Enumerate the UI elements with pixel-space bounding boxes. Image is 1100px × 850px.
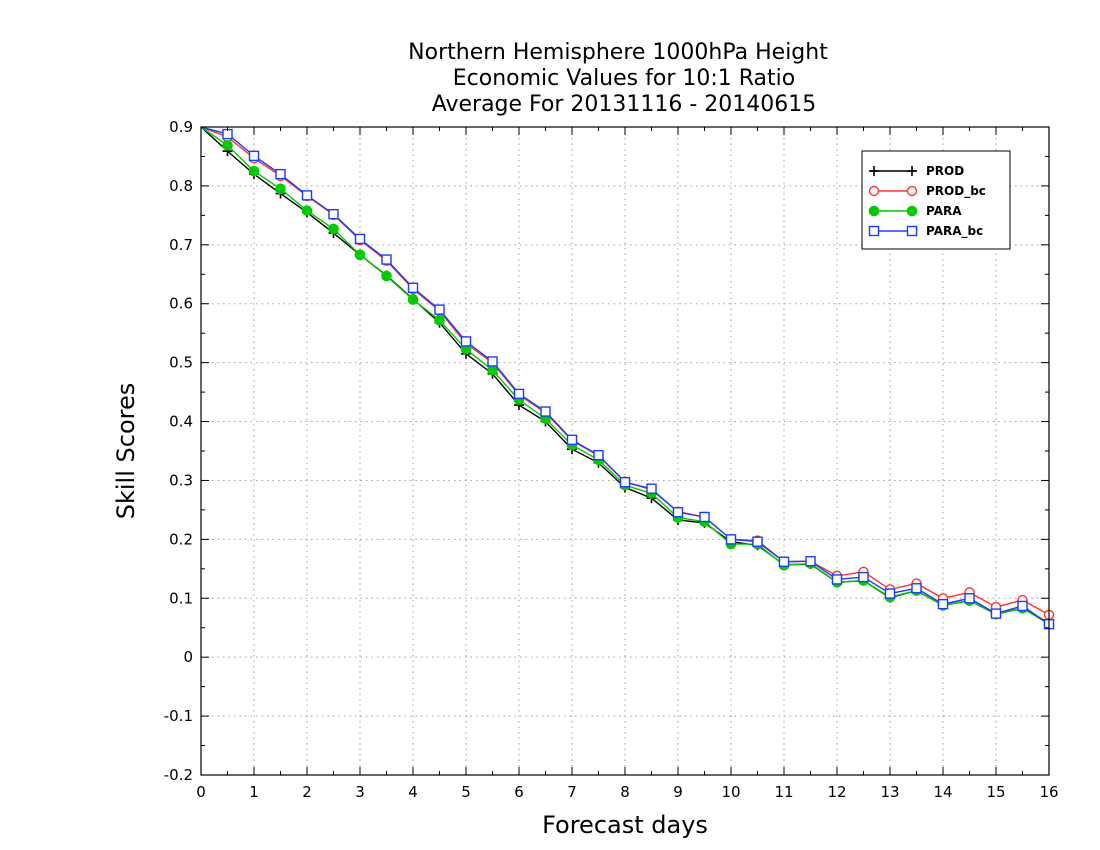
y-tick-labels: -0.2 -0.1 0 0.1 0.2 0.3 0.4 0.5 0.6 0.7 0.8 0.9 bbox=[164, 118, 193, 784]
y-axis-label: Skill Scores bbox=[112, 383, 140, 520]
chart-title: Northern Hemisphere 1000hPa Height Econo… bbox=[408, 40, 828, 117]
data-point-para bbox=[407, 294, 419, 305]
data-point-para-bc bbox=[487, 356, 498, 367]
data-point-para-bc bbox=[381, 254, 392, 265]
data-point-para-bc bbox=[672, 507, 684, 518]
x-tick-label: 4 bbox=[408, 783, 418, 801]
y-tick-label: 0.5 bbox=[169, 354, 193, 372]
y-tick-label: -0.1 bbox=[164, 707, 193, 725]
plot-series bbox=[200, 126, 1055, 630]
y-tick-label: 0.1 bbox=[169, 589, 193, 607]
legend-item-para-bc: PARA_bc bbox=[868, 224, 983, 239]
data-point-para-bc bbox=[858, 571, 869, 583]
data-point-para-bc bbox=[434, 304, 445, 315]
data-point-para bbox=[328, 223, 339, 235]
x-tick-label: 6 bbox=[514, 783, 524, 801]
legend-label-prod-bc: PROD_bc bbox=[926, 184, 986, 199]
data-point-para-bc bbox=[990, 608, 1002, 619]
x-tick-label: 5 bbox=[461, 783, 471, 801]
data-point-para bbox=[487, 364, 498, 376]
data-point-para-bc bbox=[566, 434, 578, 446]
x-tick-label: 1 bbox=[249, 783, 259, 801]
x-tick-label: 8 bbox=[620, 783, 630, 801]
y-tick-label: 0.7 bbox=[169, 236, 193, 254]
data-point-para-bc bbox=[540, 406, 551, 417]
legend-item-prod: PROD bbox=[869, 164, 964, 178]
legend: PROD PROD_bc PARA PARA_bc bbox=[861, 150, 1011, 250]
data-point-para-bc bbox=[911, 583, 922, 594]
x-tick-label: 9 bbox=[673, 783, 683, 801]
data-point-para-bc bbox=[1017, 600, 1028, 612]
y-tick-label: 0.4 bbox=[169, 413, 193, 431]
data-point-para bbox=[354, 249, 366, 261]
chart-title-line-3: Average For 20131116 - 20140615 bbox=[432, 92, 817, 117]
y-tick-label: 0 bbox=[183, 648, 193, 666]
x-tick-label: 10 bbox=[721, 783, 740, 801]
legend-marker-para bbox=[868, 205, 880, 217]
legend-box bbox=[861, 150, 1011, 250]
data-point-para bbox=[434, 314, 445, 326]
y-tick-label: 0.8 bbox=[169, 177, 193, 195]
data-point-para-bc bbox=[778, 556, 790, 567]
data-point-para bbox=[248, 165, 260, 177]
y-tick-label: 0.6 bbox=[169, 295, 193, 313]
legend-marker-para-bc bbox=[906, 225, 918, 237]
y-tick-label: 0.2 bbox=[169, 530, 193, 548]
x-tick-label: 11 bbox=[774, 783, 793, 801]
data-point-para-bc bbox=[275, 168, 286, 180]
legend-label-para: PARA bbox=[926, 204, 962, 218]
legend-item-prod-bc: PROD_bc bbox=[868, 184, 986, 199]
legend-label-para-bc: PARA_bc bbox=[926, 224, 983, 239]
axis-ticks bbox=[200, 126, 1050, 776]
x-tick-label: 14 bbox=[933, 783, 952, 801]
data-point-para bbox=[301, 205, 313, 216]
data-point-para bbox=[222, 139, 233, 151]
data-point-para-bc bbox=[460, 336, 472, 347]
data-point-para-bc bbox=[699, 511, 710, 523]
x-tick-label: 7 bbox=[567, 783, 577, 801]
x-tick-label: 15 bbox=[986, 783, 1005, 801]
data-point-para-bc bbox=[646, 483, 657, 494]
x-tick-label: 2 bbox=[302, 783, 312, 801]
data-point-para-bc bbox=[513, 388, 525, 400]
data-point-para-bc bbox=[964, 593, 975, 604]
x-axis-label: Forecast days bbox=[542, 811, 708, 839]
legend-marker-prod-bc bbox=[906, 185, 918, 197]
data-point-para-bc bbox=[884, 588, 896, 599]
data-point-para-bc bbox=[301, 190, 313, 201]
y-tick-label: -0.2 bbox=[164, 766, 193, 784]
legend-marker-para-bc bbox=[868, 225, 880, 237]
data-point-para-bc bbox=[831, 574, 843, 585]
data-point-para-bc bbox=[805, 555, 816, 567]
data-point-para-bc bbox=[725, 534, 737, 545]
data-point-para-bc bbox=[752, 536, 763, 547]
x-tick-label: 0 bbox=[196, 783, 206, 801]
y-tick-label: 0.9 bbox=[169, 118, 193, 136]
data-point-para-bc bbox=[354, 233, 366, 245]
x-tick-labels: 0 1 2 3 4 5 6 7 8 9 10 11 12 13 14 15 16 bbox=[196, 783, 1058, 801]
data-point-para bbox=[381, 270, 392, 282]
data-point-para-bc bbox=[937, 598, 949, 610]
x-tick-label: 13 bbox=[880, 783, 899, 801]
legend-marker-prod-bc bbox=[868, 185, 880, 197]
data-point-para-bc bbox=[328, 208, 339, 220]
data-point-para-bc bbox=[407, 282, 419, 294]
data-point-para-bc bbox=[619, 477, 631, 488]
x-tick-label: 12 bbox=[827, 783, 846, 801]
chart-title-line-1: Northern Hemisphere 1000hPa Height bbox=[408, 40, 828, 65]
x-tick-label: 16 bbox=[1039, 783, 1058, 801]
x-tick-label: 3 bbox=[355, 783, 365, 801]
legend-item-para: PARA bbox=[868, 204, 962, 218]
legend-marker-para bbox=[906, 205, 918, 217]
data-point-para-bc bbox=[593, 449, 604, 461]
series-para-bc bbox=[200, 126, 1055, 630]
data-point-para bbox=[275, 183, 286, 195]
chart-title-line-2: Economic Values for 10:1 Ratio bbox=[453, 66, 795, 91]
y-tick-label: 0.3 bbox=[169, 471, 193, 489]
legend-label-prod: PROD bbox=[926, 164, 964, 178]
data-point-para-bc bbox=[248, 150, 260, 162]
